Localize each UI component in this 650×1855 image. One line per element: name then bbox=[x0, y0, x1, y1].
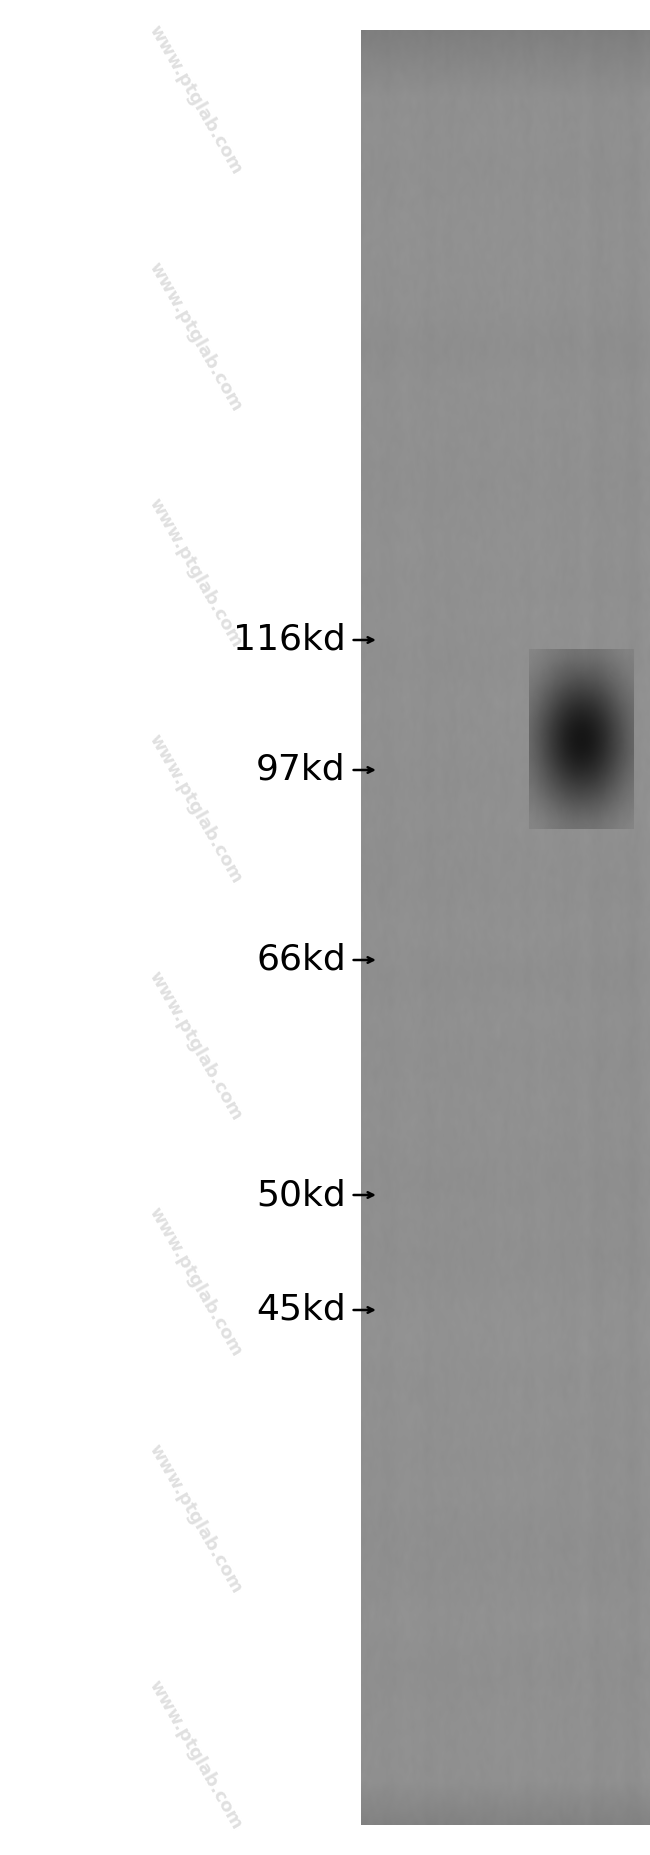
Text: 97kd: 97kd bbox=[256, 753, 346, 787]
Text: 116kd: 116kd bbox=[233, 623, 346, 657]
Text: 50kd: 50kd bbox=[256, 1178, 346, 1211]
Text: www.ptglab.com: www.ptglab.com bbox=[145, 495, 245, 651]
Text: www.ptglab.com: www.ptglab.com bbox=[145, 22, 245, 178]
Text: www.ptglab.com: www.ptglab.com bbox=[145, 968, 245, 1124]
Text: www.ptglab.com: www.ptglab.com bbox=[145, 1441, 245, 1597]
Text: www.ptglab.com: www.ptglab.com bbox=[145, 1204, 245, 1360]
Text: www.ptglab.com: www.ptglab.com bbox=[145, 731, 245, 887]
Text: www.ptglab.com: www.ptglab.com bbox=[145, 1677, 245, 1833]
Text: 45kd: 45kd bbox=[256, 1293, 346, 1326]
Text: 66kd: 66kd bbox=[256, 942, 346, 978]
Text: www.ptglab.com: www.ptglab.com bbox=[145, 258, 245, 414]
